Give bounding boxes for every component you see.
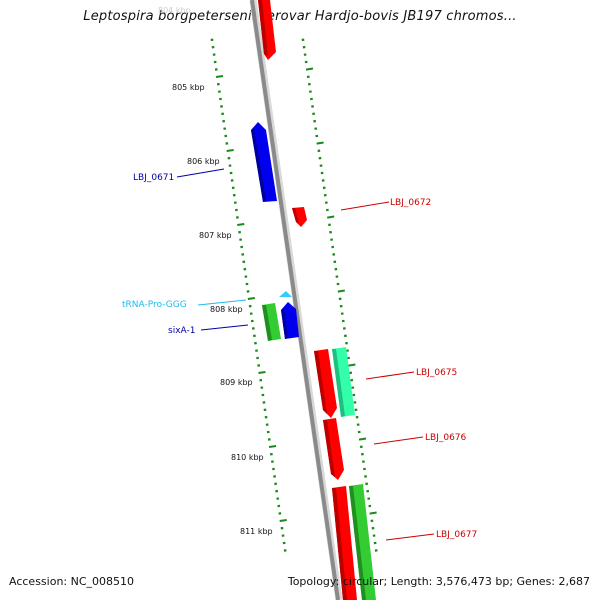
- major-tick: [369, 511, 377, 515]
- scale-label-806: 806 kbp: [187, 157, 220, 166]
- gene-label-LBJ_0671[interactable]: LBJ_0671: [133, 173, 174, 183]
- feature-arrow-aqua-809-shade: [332, 349, 345, 417]
- major-tick: [348, 363, 356, 367]
- backbone-line: [250, 0, 340, 600]
- feature-arrow-LBJ_0672-shade: [292, 208, 299, 224]
- feature-arrow-green-808-shade: [262, 305, 272, 341]
- major-tick: [258, 370, 266, 374]
- major-tick: [279, 518, 287, 522]
- leader-LBJ_0676: [373, 436, 424, 445]
- leader-LBJ_0677: [385, 533, 435, 541]
- major-tick: [305, 67, 314, 71]
- major-tick: [358, 437, 367, 441]
- feature-arrow-tRNA-Pro-GGG[interactable]: [279, 291, 292, 297]
- gene-labels: LBJ_0671 LBJ_0672 tRNA-Pro-GGG sixA-1 LB…: [122, 168, 477, 541]
- major-tick: [226, 148, 234, 152]
- gene-label-tRNA-Pro-GGG[interactable]: tRNA-Pro-GGG: [122, 300, 187, 310]
- gene-label-LBJ_0675[interactable]: LBJ_0675: [416, 368, 457, 378]
- scale-label-809: 809 kbp: [220, 378, 253, 387]
- cutoff-scale-label: 804 kbp: [158, 6, 191, 15]
- feature-arrow-LBJ_0675-shade: [314, 351, 327, 414]
- major-tick: [337, 289, 345, 293]
- scale-label-807: 807 kbp: [199, 231, 232, 240]
- map-title: Leptospira borgpetersenii serovar Hardjo…: [83, 9, 517, 24]
- major-tick: [327, 215, 335, 219]
- feature-arrow-green-811-shade: [349, 486, 366, 600]
- gene-label-sixA-1[interactable]: sixA-1: [168, 326, 195, 336]
- scale-label-805: 805 kbp: [172, 83, 205, 92]
- major-tick: [237, 222, 245, 226]
- feature-arrow-LBJ_0676-shade: [323, 420, 335, 477]
- feature-arrow-sixA-1-shade: [281, 308, 288, 339]
- right-tick-track: [301, 38, 378, 552]
- scale-label-810: 810 kbp: [231, 453, 264, 462]
- accession-text: Accession: NC_008510: [9, 575, 135, 588]
- left-tick-track: [210, 38, 287, 552]
- major-tick: [316, 141, 324, 145]
- leader-LBJ_0675: [365, 371, 415, 380]
- gene-label-LBJ_0672[interactable]: LBJ_0672: [390, 198, 431, 208]
- major-tick: [215, 74, 224, 78]
- genome-summary-text: Topology: circular; Length: 3,576,473 bp…: [287, 575, 590, 588]
- scale-label-811: 811 kbp: [240, 527, 273, 536]
- scale-labels: 805 kbp 806 kbp 807 kbp 808 kbp 809 kbp …: [172, 83, 273, 536]
- feature-arrow-LBJ_0671-shade: [251, 128, 266, 202]
- scale-label-808: 808 kbp: [210, 305, 243, 314]
- major-tick: [268, 444, 277, 448]
- major-tick: [247, 296, 256, 300]
- leader-LBJ_0671: [176, 168, 225, 178]
- gene-label-LBJ_0677[interactable]: LBJ_0677: [436, 530, 477, 540]
- leader-sixA-1: [200, 324, 249, 331]
- gene-label-LBJ_0676[interactable]: LBJ_0676: [425, 433, 467, 443]
- feature-arrow-top-red-shade: [258, 0, 268, 56]
- leader-tRNA-Pro-GGG: [197, 299, 247, 306]
- leader-LBJ_0672: [340, 201, 390, 211]
- feature-arrow-LBJ_0677-shade: [332, 488, 347, 600]
- feature-arrow-LBJ_0671[interactable]: [251, 122, 277, 202]
